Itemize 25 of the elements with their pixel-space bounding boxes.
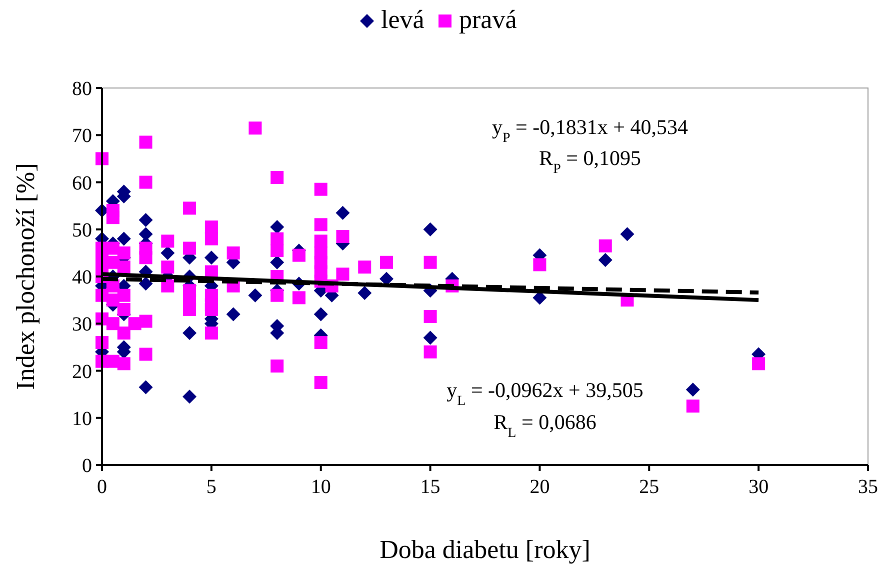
y-tick-label: 80 [72,78,92,100]
x-axis-title: Doba diabetu [roky] [380,535,590,564]
y-tick-label: 70 [72,125,92,148]
y-tick-label: 60 [72,172,92,194]
x-tick-label: 20 [530,476,550,498]
annotation: R$_{L}$ = 0,0686 [494,410,596,440]
x-tick-label: 5 [206,476,216,498]
legend-label: levá [381,5,425,34]
annotation: y$_{P}$ = -0,1831x + 40,534 [492,115,688,146]
y-tick-label: 20 [72,360,92,383]
x-tick-label: 25 [639,476,660,498]
annotation: R$_{P}$ = 0,1095 [539,146,641,176]
legend-label: pravá [459,5,518,34]
x-tick-label: 15 [420,476,440,498]
x-tick-label: 30 [748,476,769,498]
y-axis-title: Index plochonoží [%] [11,163,40,390]
y-tick-label: 30 [72,314,92,336]
y-tick-label: 0 [82,455,92,477]
y-tick-label: 10 [72,408,92,430]
x-tick-label: 10 [310,476,331,498]
y-tick-label: 40 [72,266,92,288]
x-tick-label: 0 [97,476,107,498]
y-tick-label: 50 [72,219,92,242]
x-tick-label: 35 [858,476,878,498]
annotation: y$_{L}$ = -0,0962x + 39,505 [446,378,644,408]
